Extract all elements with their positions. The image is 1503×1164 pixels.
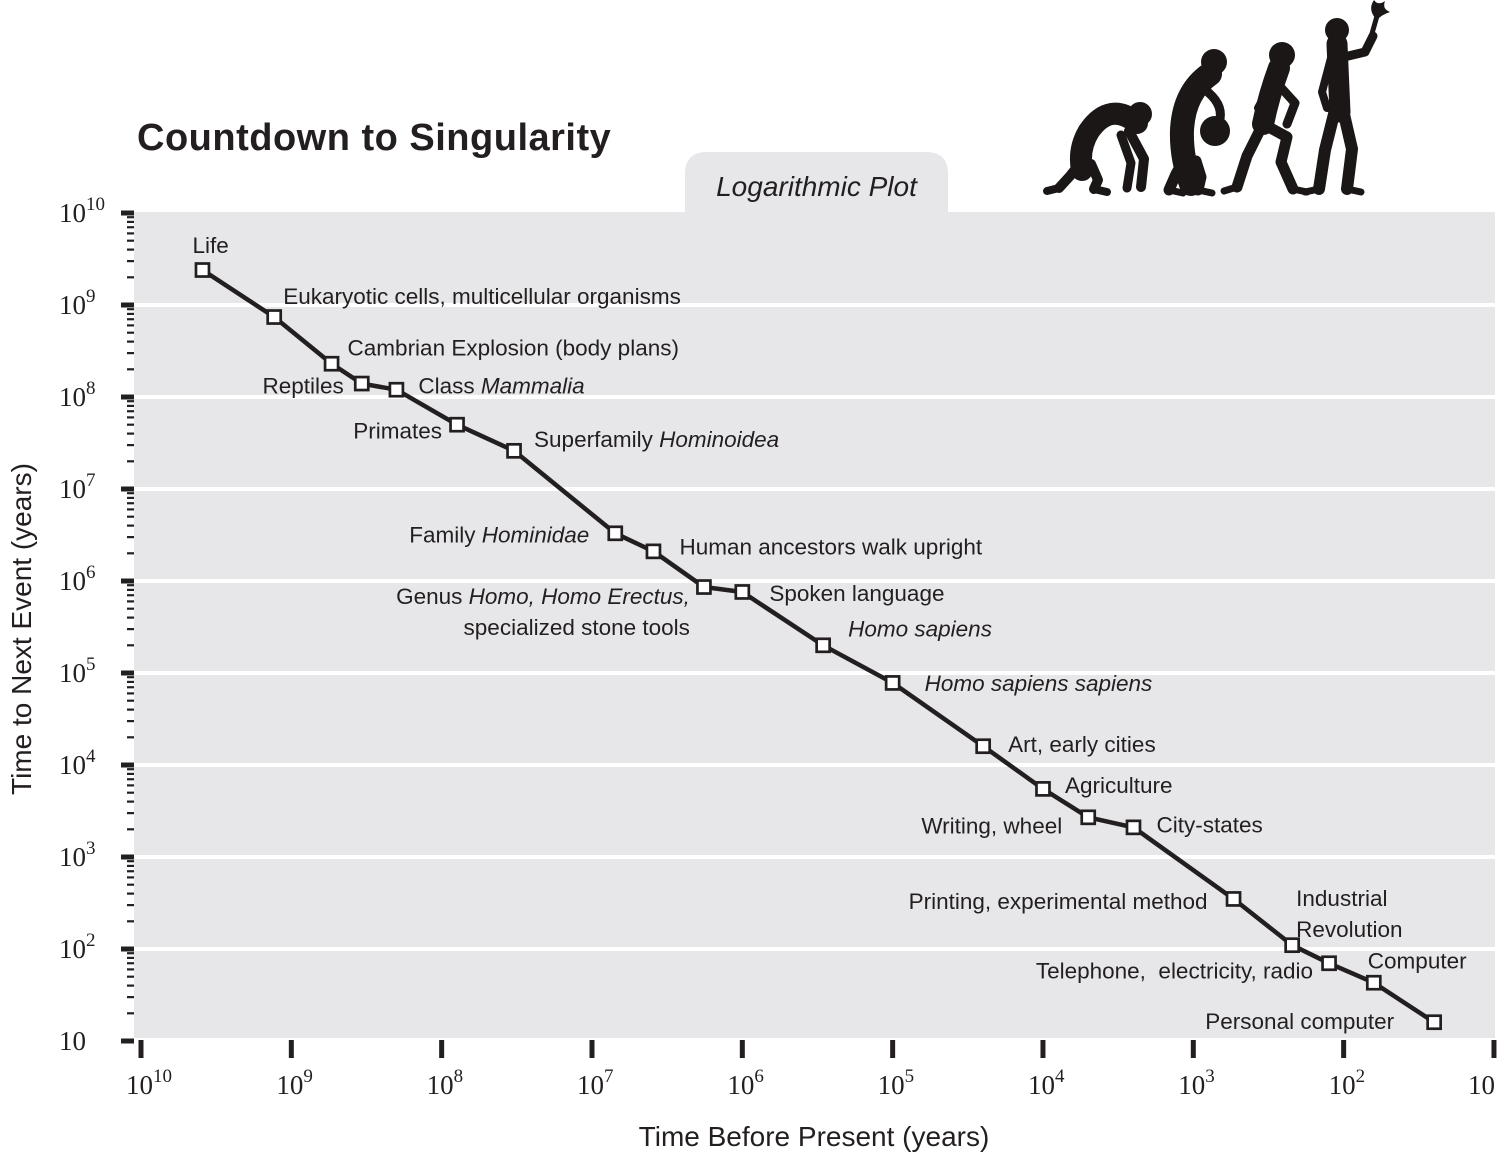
x-tick-label: 109 (276, 1066, 313, 1100)
logarithmic-plot-tab (685, 152, 948, 230)
data-point-marker (1284, 937, 1301, 954)
data-point-marker (1080, 809, 1097, 826)
data-point-marker (1225, 891, 1242, 907)
event-label: Human ancestors walk upright (679, 534, 982, 559)
event-label: Primates (353, 419, 442, 444)
event-label: Industrial (1296, 886, 1387, 911)
data-point-marker (696, 579, 712, 595)
event-label: Printing, experimental method (909, 889, 1208, 914)
y-tick-label: 109 (59, 286, 96, 320)
data-point-marker (1125, 819, 1142, 836)
data-point-marker (1035, 781, 1051, 797)
data-point-marker (506, 442, 522, 459)
event-label: Homo sapiens (848, 616, 992, 641)
data-point-marker (266, 309, 283, 325)
event-label: Cambrian Explosion (body plans) (348, 336, 679, 361)
series-line (201, 268, 1436, 1025)
data-point-marker (607, 525, 624, 542)
x-tick-label: 105 (878, 1066, 915, 1100)
x-tick-label: 106 (727, 1066, 764, 1100)
event-label: Spoken language (769, 581, 944, 606)
chart-title: Countdown to Singularity (137, 117, 612, 159)
human-with-torch-silhouette (1301, 0, 1390, 196)
y-tick-label: 107 (59, 470, 96, 504)
event-label: Revolution (1296, 917, 1402, 942)
y-tick-label: 104 (59, 746, 96, 780)
event-label: Reptiles (262, 374, 343, 399)
logarithmic-plot-label: Logarithmic Plot (716, 171, 917, 202)
data-point-marker (353, 375, 370, 392)
data-point-marker (815, 637, 831, 654)
event-label: Telephone, electricity, radio (1036, 958, 1313, 983)
event-label: Class Mammalia (418, 374, 584, 399)
event-label: Writing, wheel (921, 813, 1062, 838)
data-point-marker (323, 355, 340, 372)
event-label: Homo sapiens sapiens (925, 671, 1153, 696)
event-label: Family Hominidae (409, 522, 589, 547)
x-tick-label: 103 (1178, 1066, 1215, 1100)
ape-hunched-silhouette (1163, 49, 1230, 197)
evolution-of-man-illustration (1043, 0, 1390, 197)
data-point-marker (1365, 974, 1382, 991)
y-tick-label: 1010 (59, 194, 105, 228)
x-tick-label: 10 (1468, 1070, 1495, 1100)
data-point-marker (884, 675, 901, 691)
data-point-marker (645, 543, 662, 560)
y-tick-label: 108 (59, 378, 96, 412)
y-tick-label: 103 (59, 838, 96, 872)
y-tick-label: 10 (59, 1026, 86, 1056)
data-point-marker (975, 738, 992, 755)
x-axis-title: Time Before Present (years) (638, 1121, 990, 1152)
hominid-striding-silhouette (1220, 42, 1311, 196)
event-label: Superfamily Hominoidea (534, 427, 779, 452)
data-point-marker (449, 416, 465, 433)
data-point-marker (734, 584, 751, 600)
event-label: City-states (1156, 812, 1262, 837)
y-tick-label: 106 (59, 562, 96, 596)
x-tick-label: 108 (427, 1066, 464, 1100)
event-label: Agriculture (1065, 773, 1173, 798)
event-label: specialized stone tools (464, 615, 690, 640)
ape-knuckle-walking-silhouette (1043, 102, 1152, 196)
x-tick-label: 104 (1028, 1066, 1065, 1100)
x-tick-label: 102 (1329, 1066, 1366, 1100)
chart-layer: Life Eukaryotic cells, multicellular orga… (59, 152, 1497, 1100)
data-point-marker (1321, 955, 1337, 972)
event-label: Computer (1368, 949, 1467, 974)
plot-area (134, 212, 1495, 1038)
event-label: Personal computer (1205, 1009, 1394, 1034)
x-tick-label: 107 (577, 1066, 614, 1100)
torch-flame (1371, 0, 1390, 20)
y-tick-label: 105 (59, 654, 96, 688)
event-label: Eukaryotic cells, multicellular organism… (283, 284, 681, 309)
data-point-marker (194, 262, 211, 278)
x-tick-label: 1010 (126, 1066, 172, 1100)
event-label: Life (192, 233, 228, 258)
y-tick-label: 102 (59, 930, 96, 964)
event-label: Genus Homo, Homo Erectus, (396, 584, 690, 609)
event-label: Art, early cities (1008, 732, 1156, 757)
y-axis-title: Time to Next Event (years) (6, 463, 37, 795)
data-point-marker (388, 381, 405, 398)
data-point-marker (1426, 1014, 1442, 1031)
